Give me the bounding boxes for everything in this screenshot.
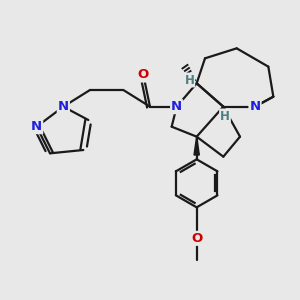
- Text: N: N: [31, 120, 42, 133]
- Text: N: N: [58, 100, 69, 113]
- Text: O: O: [138, 68, 149, 82]
- Text: N: N: [249, 100, 261, 113]
- Text: N: N: [171, 100, 182, 113]
- Polygon shape: [194, 137, 199, 155]
- Text: H: H: [220, 110, 230, 122]
- Text: H: H: [184, 74, 194, 86]
- Text: O: O: [191, 232, 202, 245]
